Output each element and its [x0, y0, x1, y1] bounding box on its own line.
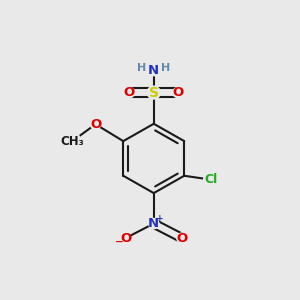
Text: N: N	[148, 64, 159, 77]
Text: Cl: Cl	[204, 173, 218, 186]
Circle shape	[149, 218, 159, 229]
Circle shape	[177, 233, 187, 243]
Text: +: +	[156, 214, 164, 224]
Text: S: S	[149, 85, 159, 100]
Circle shape	[91, 119, 100, 129]
Circle shape	[138, 64, 146, 72]
Circle shape	[162, 64, 169, 72]
Text: O: O	[90, 118, 101, 131]
Circle shape	[149, 66, 159, 76]
Text: O: O	[120, 232, 131, 244]
Circle shape	[124, 88, 135, 98]
Text: O: O	[176, 232, 188, 244]
Text: H: H	[137, 63, 146, 73]
Text: O: O	[172, 86, 184, 99]
Circle shape	[204, 172, 218, 187]
Text: −: −	[115, 237, 124, 247]
Text: N: N	[148, 217, 159, 230]
Text: O: O	[124, 86, 135, 99]
Circle shape	[147, 86, 160, 99]
Circle shape	[121, 233, 131, 243]
Circle shape	[173, 88, 183, 98]
Text: CH₃: CH₃	[61, 135, 84, 148]
Circle shape	[64, 133, 81, 149]
Text: H: H	[161, 63, 170, 73]
